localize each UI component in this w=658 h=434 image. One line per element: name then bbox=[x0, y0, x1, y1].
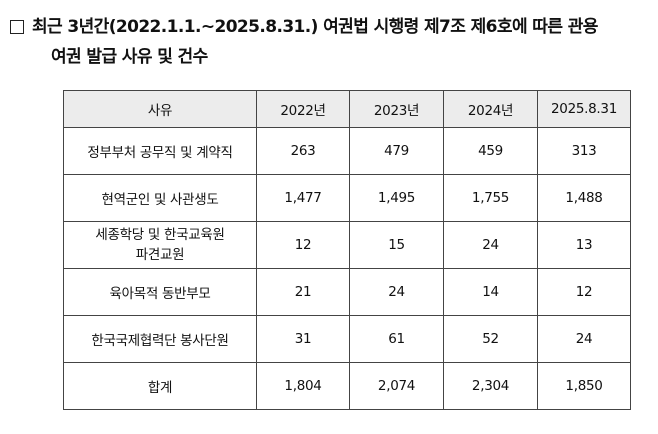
row-value: 459 bbox=[443, 127, 538, 175]
header-2025: 2025.8.31 bbox=[537, 90, 631, 128]
row-value: 1,488 bbox=[537, 174, 631, 222]
heading-line-1: 최근 3년간(2022.1.1.~2025.8.31.) 여권법 시행령 제7조… bbox=[10, 12, 650, 42]
row-value: 21 bbox=[256, 268, 350, 316]
table-header-row: 사유 2022년 2023년 2024년 2025.8.31 bbox=[63, 90, 631, 128]
row-reason: 현역군인 및 사관생도 bbox=[63, 174, 257, 222]
row-value: 12 bbox=[256, 221, 350, 269]
header-2024: 2024년 bbox=[443, 90, 538, 128]
row-value: 24 bbox=[537, 315, 631, 363]
heading-line-2: 여권 발급 사유 및 건수 bbox=[51, 47, 208, 67]
row-reason-line: 파견교원 bbox=[135, 247, 185, 263]
table-row: 정부부처 공무직 및 계약직 263 479 459 313 bbox=[63, 127, 631, 175]
square-box-icon bbox=[10, 20, 24, 34]
header-2023: 2023년 bbox=[349, 90, 444, 128]
passport-issuance-table: 사유 2022년 2023년 2024년 2025.8.31 정부부처 공무직 … bbox=[63, 90, 631, 410]
row-value: 1,477 bbox=[256, 174, 350, 222]
row-reason: 정부부처 공무직 및 계약직 bbox=[63, 127, 257, 175]
row-reason-line: 세종학당 및 한국교육원 bbox=[95, 227, 225, 243]
row-reason: 한국국제협력단 봉사단원 bbox=[63, 315, 257, 363]
table-row: 육아목적 동반부모 21 24 14 12 bbox=[63, 268, 631, 316]
header-reason: 사유 bbox=[63, 90, 257, 128]
row-value: 13 bbox=[537, 221, 631, 269]
row-value: 263 bbox=[256, 127, 350, 175]
row-value: 1,495 bbox=[349, 174, 444, 222]
row-value: 24 bbox=[349, 268, 444, 316]
row-value: 12 bbox=[537, 268, 631, 316]
total-value: 2,304 bbox=[443, 362, 538, 410]
table-row: 세종학당 및 한국교육원 파견교원 12 15 24 13 bbox=[63, 221, 631, 269]
row-value: 479 bbox=[349, 127, 444, 175]
heading-line-1-text: 최근 3년간(2022.1.1.~2025.8.31.) 여권법 시행령 제7조… bbox=[32, 17, 598, 37]
row-value: 61 bbox=[349, 315, 444, 363]
table-row: 현역군인 및 사관생도 1,477 1,495 1,755 1,488 bbox=[63, 174, 631, 222]
document-heading: 최근 3년간(2022.1.1.~2025.8.31.) 여권법 시행령 제7조… bbox=[10, 12, 650, 72]
header-2022: 2022년 bbox=[256, 90, 350, 128]
row-reason: 육아목적 동반부모 bbox=[63, 268, 257, 316]
row-value: 52 bbox=[443, 315, 538, 363]
total-label: 합계 bbox=[63, 362, 257, 410]
table-total-row: 합계 1,804 2,074 2,304 1,850 bbox=[63, 362, 631, 410]
row-value: 15 bbox=[349, 221, 444, 269]
row-reason: 세종학당 및 한국교육원 파견교원 bbox=[63, 221, 257, 269]
row-value: 313 bbox=[537, 127, 631, 175]
row-value: 1,755 bbox=[443, 174, 538, 222]
total-value: 1,804 bbox=[256, 362, 350, 410]
row-value: 31 bbox=[256, 315, 350, 363]
row-value: 14 bbox=[443, 268, 538, 316]
total-value: 1,850 bbox=[537, 362, 631, 410]
row-value: 24 bbox=[443, 221, 538, 269]
table-row: 한국국제협력단 봉사단원 31 61 52 24 bbox=[63, 315, 631, 363]
total-value: 2,074 bbox=[349, 362, 444, 410]
